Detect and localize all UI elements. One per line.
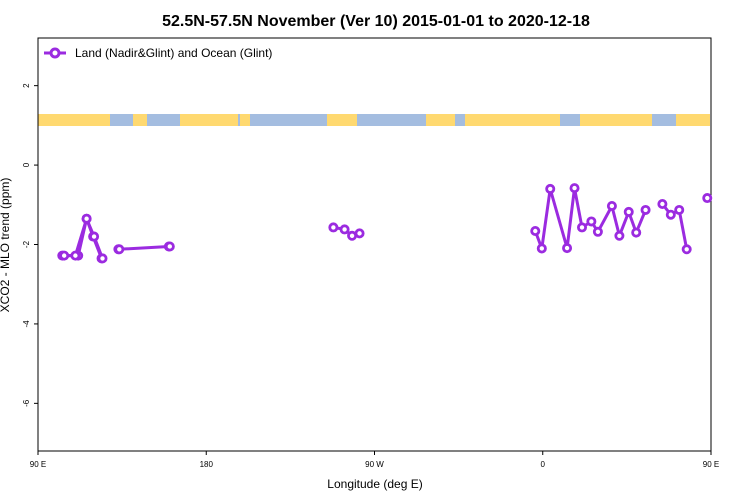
land-region <box>240 114 250 126</box>
data-point <box>114 244 125 255</box>
data-point <box>59 250 70 261</box>
data-point <box>614 230 625 241</box>
data-point <box>631 227 642 238</box>
data-point <box>657 198 668 209</box>
land-region <box>465 114 560 126</box>
data-point <box>665 209 676 220</box>
x-tick-label: 90 W <box>365 460 384 469</box>
y-axis-label: XCO2 - MLO trend (ppm) <box>0 178 12 313</box>
data-point <box>89 231 100 242</box>
y-tick-label: -2 <box>22 240 31 248</box>
land-ocean-strip <box>38 114 710 126</box>
land-region <box>676 114 710 126</box>
land-region <box>38 114 110 126</box>
land-region <box>180 114 238 126</box>
legend-marker <box>49 47 61 59</box>
data-point <box>545 183 556 194</box>
data-point <box>81 213 92 224</box>
data-point <box>586 216 597 227</box>
x-tick-label: 180 <box>200 460 214 469</box>
x-axis: 90 E 180 90 W 0 90 E <box>30 451 719 469</box>
data-point <box>164 241 175 252</box>
plot-frame <box>37 37 712 452</box>
land-region <box>327 114 357 126</box>
land-region <box>580 114 652 126</box>
land-region <box>426 114 455 126</box>
y-tick-label: -6 <box>22 399 31 407</box>
legend-label: Land (Nadir&Glint) and Ocean (Glint) <box>75 46 272 60</box>
data-point <box>681 244 692 255</box>
y-tick-label: 0 <box>22 162 31 167</box>
y-axis: 2 0 -2 -4 -6 <box>22 83 38 407</box>
series-line <box>118 245 169 251</box>
data-point <box>328 222 339 233</box>
data-point <box>536 243 547 254</box>
x-tick-label: 90 E <box>703 460 719 469</box>
data-point <box>354 228 365 239</box>
data-point <box>530 225 541 236</box>
data-point <box>702 193 713 204</box>
data-point <box>623 206 634 217</box>
chart-title: 52.5N-57.5N November (Ver 10) 2015-01-01… <box>162 13 590 30</box>
data-point <box>569 183 580 194</box>
data-point <box>577 222 588 233</box>
y-tick-label: -4 <box>22 320 31 328</box>
data-point <box>97 253 108 264</box>
x-tick-label: 90 E <box>30 460 46 469</box>
x-tick-label: 0 <box>541 460 546 469</box>
data-point <box>70 250 81 261</box>
land-region <box>133 114 147 126</box>
data-point <box>674 204 685 215</box>
x-axis-label: Longitude (deg E) <box>327 477 422 491</box>
data-point <box>606 200 617 211</box>
data-point <box>562 243 573 254</box>
legend: Land (Nadir&Glint) and Ocean (Glint) <box>44 46 272 60</box>
data-point <box>339 224 350 235</box>
data-point <box>640 204 651 215</box>
y-tick-label: 2 <box>22 83 31 88</box>
data-point <box>592 226 603 237</box>
series-layer <box>57 183 713 264</box>
